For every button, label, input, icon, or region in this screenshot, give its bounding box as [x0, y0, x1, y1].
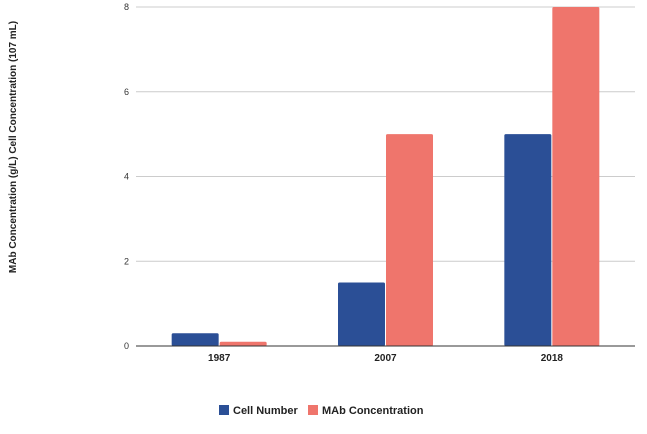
legend-swatch — [308, 405, 318, 415]
bar-mab-concentration-1987 — [219, 341, 267, 346]
y-axis-label: MAb Concentration (g/L) Cell Concentrati… — [8, 21, 19, 273]
y-tick-labels: 0 2 4 6 8 — [124, 2, 129, 351]
bar-cell-number-2007 — [338, 282, 385, 346]
y-tick-label: 2 — [124, 256, 129, 266]
x-tick-labels: 1987 2007 2018 — [208, 353, 563, 364]
y-tick-label: 8 — [124, 2, 129, 12]
y-tick-label: 6 — [124, 87, 129, 97]
legend-label: MAb Concentration — [322, 405, 424, 417]
y-tick-label: 4 — [124, 172, 129, 182]
y-tick-label: 0 — [124, 341, 129, 351]
bars — [171, 7, 600, 346]
bar-cell-number-1987 — [171, 333, 219, 346]
legend-label: Cell Number — [233, 405, 299, 417]
bar-mab-concentration-2007 — [386, 134, 433, 346]
gridlines — [136, 6, 635, 262]
legend-swatch — [219, 405, 229, 415]
x-tick-label: 2007 — [374, 353, 397, 364]
legend: Cell Number MAb Concentration — [219, 405, 424, 417]
bar-mab-concentration-2018 — [552, 7, 600, 346]
x-tick-label: 2018 — [541, 353, 564, 364]
bar-cell-number-2018 — [504, 134, 552, 346]
x-tick-label: 1987 — [208, 353, 231, 364]
